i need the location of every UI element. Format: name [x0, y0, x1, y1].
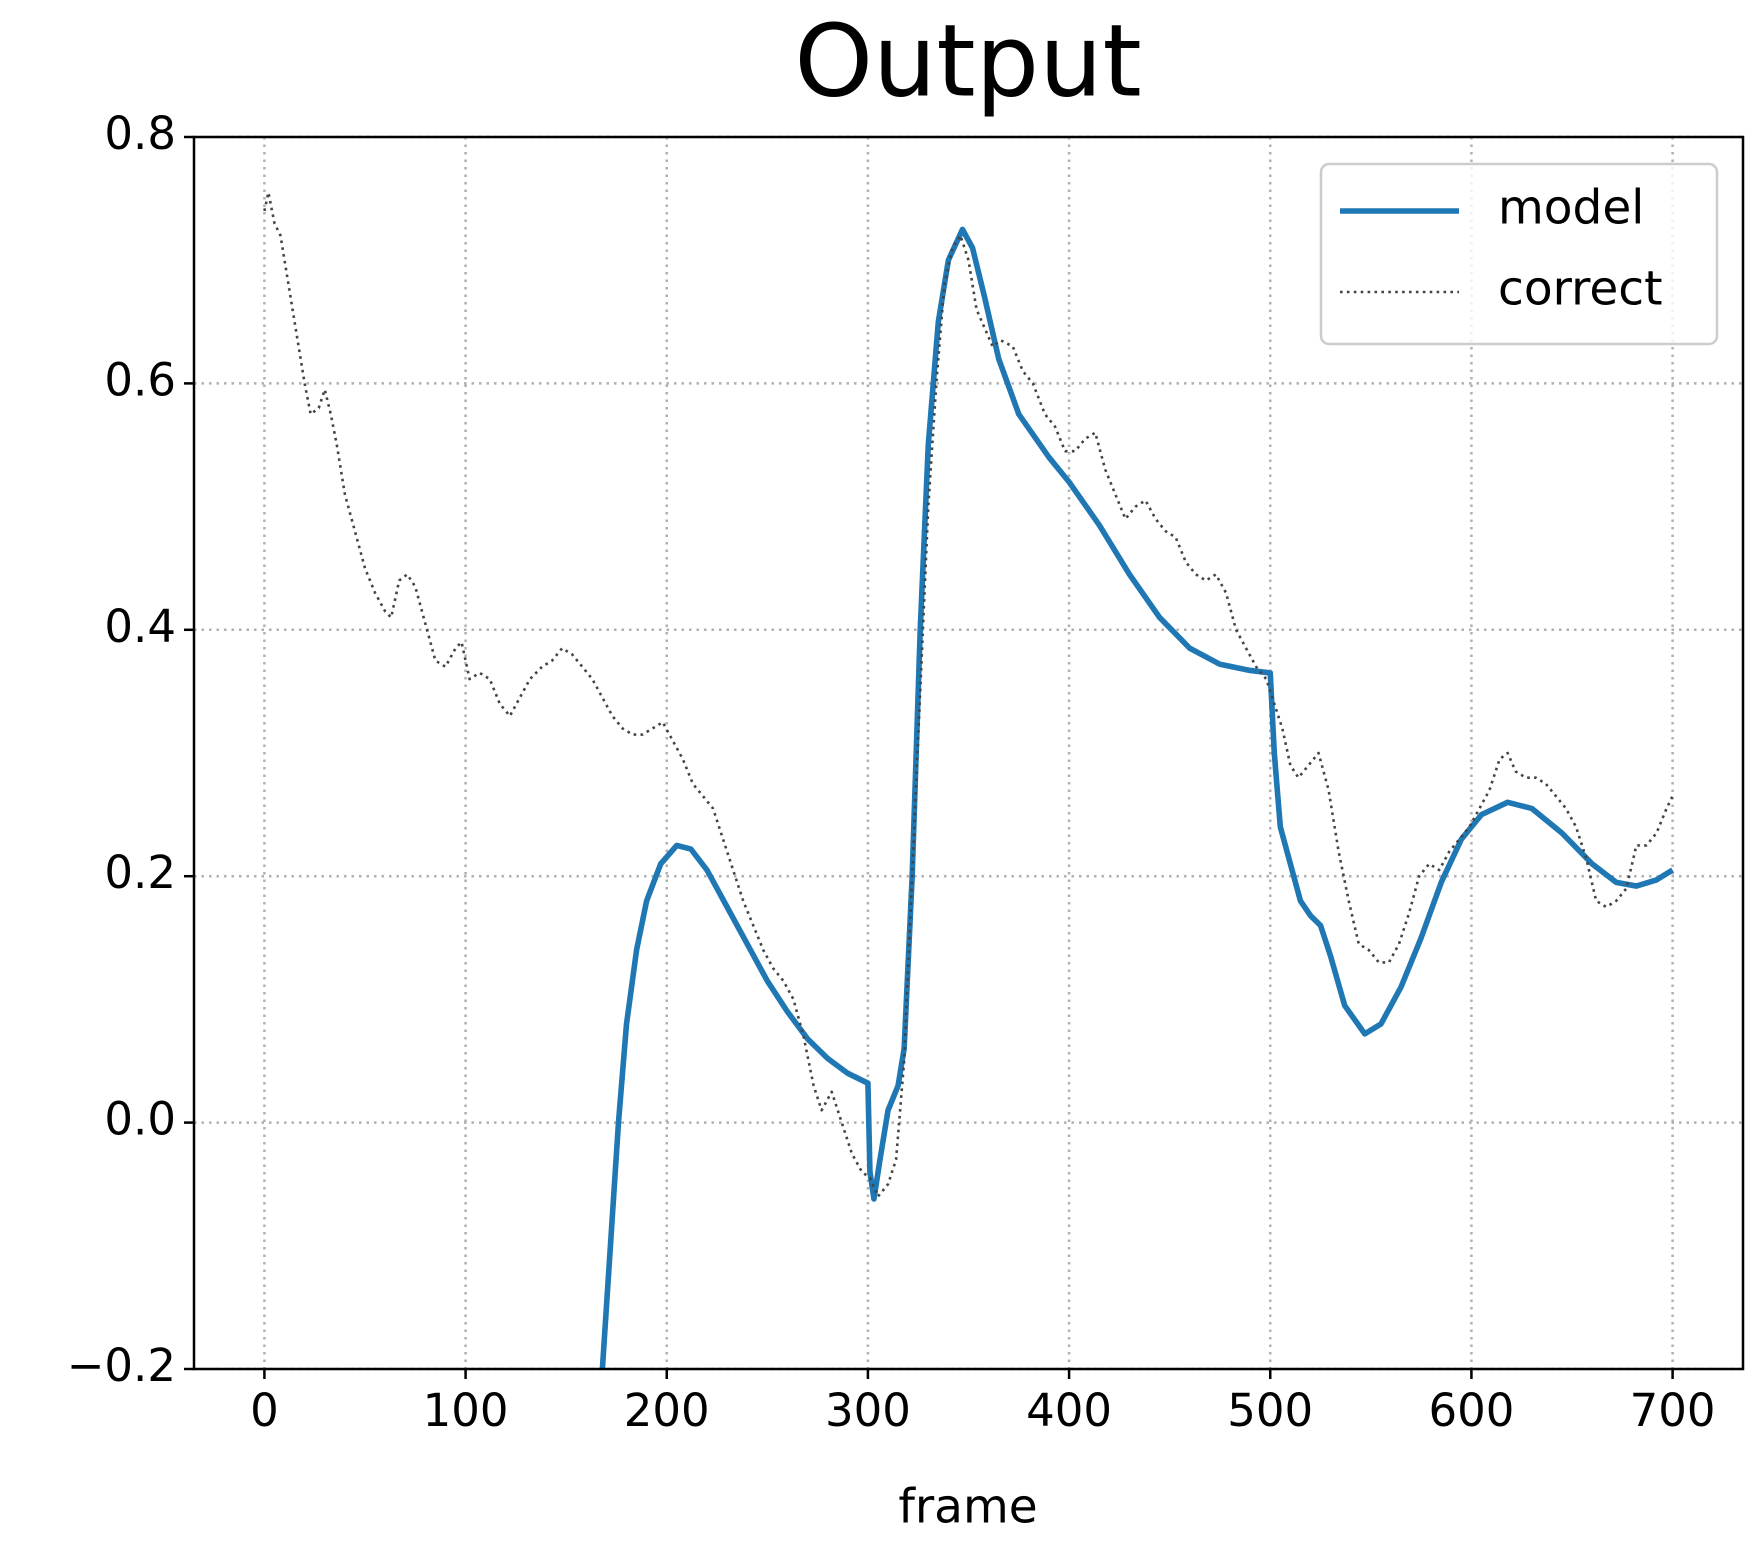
legend-label: correct — [1498, 262, 1663, 317]
y-tick-label: 0.6 — [104, 353, 176, 406]
axes-frame — [192, 135, 1745, 1371]
x-tick-label: 700 — [1630, 1384, 1716, 1437]
x-tick-label: 300 — [825, 1384, 911, 1437]
x-tick-label: 400 — [1026, 1384, 1112, 1437]
y-tick-label: 0.0 — [104, 1093, 176, 1146]
x-tick-label: 500 — [1227, 1384, 1313, 1437]
y-tick-label: 0.8 — [104, 107, 176, 160]
x-tick-label: 200 — [624, 1384, 710, 1437]
ticks: 0 100 200 300 400 500 600 700 −0.2 0.0 0.2 0.4 0.6 0.… — [67, 107, 1716, 1437]
legend: model correct — [1319, 162, 1719, 346]
series-line — [263, 191, 1674, 1198]
chart-title: Output — [794, 2, 1141, 119]
y-tick-label: −0.2 — [67, 1339, 176, 1392]
x-tick-label: 100 — [423, 1384, 509, 1437]
x-tick-label: 0 — [250, 1384, 279, 1437]
plot-lines — [263, 191, 1675, 1369]
series-line — [599, 226, 1675, 1369]
x-axis-label: frame — [898, 1480, 1037, 1535]
y-tick-label: 0.4 — [104, 600, 176, 653]
x-tick-label: 600 — [1428, 1384, 1514, 1437]
legend-label: model — [1498, 181, 1644, 236]
y-tick-label: 0.2 — [104, 846, 176, 899]
